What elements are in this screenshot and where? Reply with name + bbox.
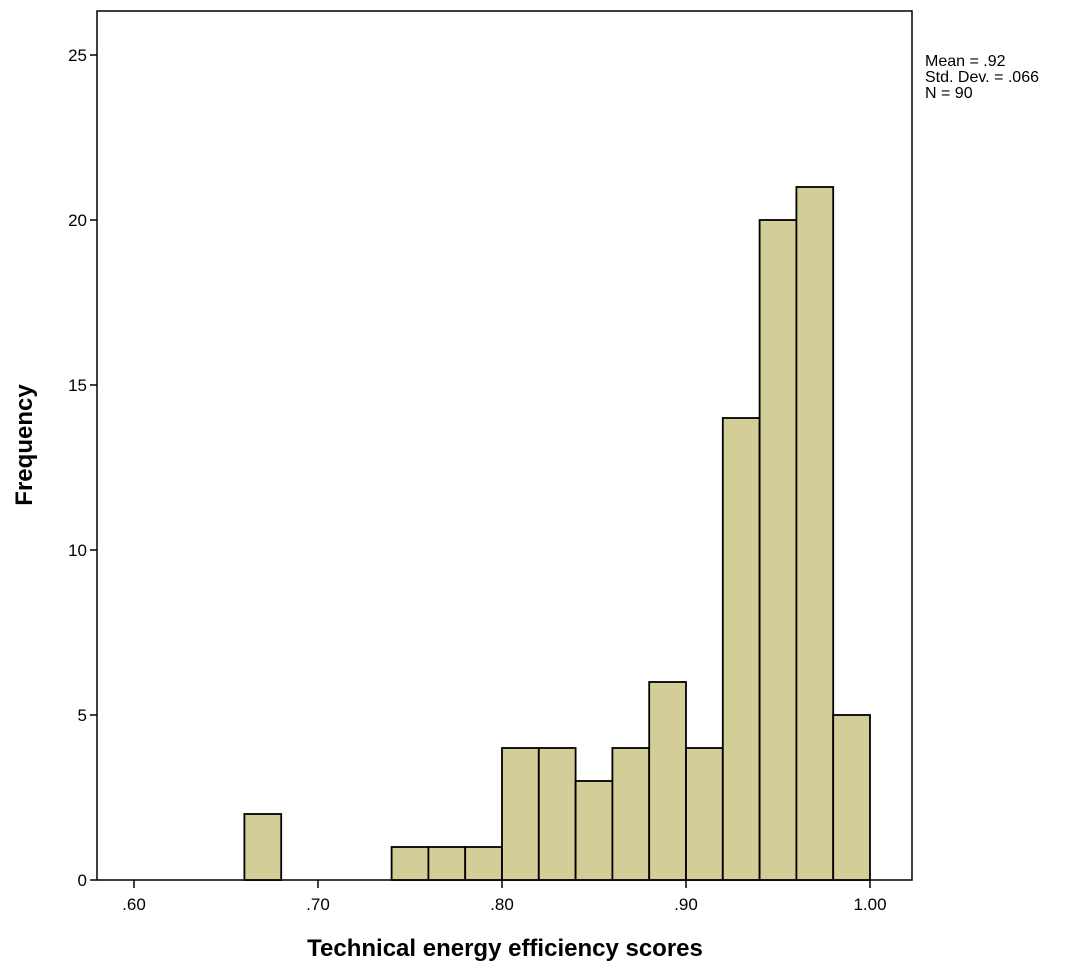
std-dev-stat: Std. Dev. = .066: [925, 69, 1039, 86]
y-tick-label: 5: [78, 706, 87, 725]
x-tick-label: .70: [306, 895, 330, 914]
y-tick-label: 25: [68, 46, 87, 65]
histogram-bar: [390, 846, 430, 881]
mean-stat: Mean = .92: [925, 53, 1006, 70]
statistics-box: Mean = .92 Std. Dev. = .066 N = 90: [925, 54, 1039, 102]
x-tick-label: 1.00: [853, 895, 886, 914]
histogram-bar: [611, 747, 651, 881]
histogram-bar: [243, 813, 283, 881]
x-tick-label: .90: [674, 895, 698, 914]
histogram-bars: [243, 186, 871, 881]
y-tick-label: 10: [68, 541, 87, 560]
histogram-bar: [464, 846, 503, 881]
y-axis: 0 5 10 15 20 25: [68, 46, 97, 890]
histogram-bar: [832, 714, 871, 881]
y-axis-title: Frequency: [11, 384, 38, 506]
y-tick-label: 20: [68, 211, 87, 230]
histogram-bar: [501, 747, 540, 881]
histogram-bar: [685, 747, 724, 881]
histogram-bar: [758, 219, 798, 881]
histogram-bar: [537, 747, 577, 881]
histogram-bar: [427, 846, 467, 881]
x-axis-title: Technical energy efficiency scores: [307, 935, 703, 962]
y-tick-label: 0: [78, 871, 87, 890]
histogram-bar: [721, 417, 761, 881]
n-stat: N = 90: [925, 85, 973, 102]
x-axis: .60 .70 .80 .90 1.00: [122, 880, 887, 914]
histogram-bar: [795, 186, 835, 881]
x-tick-label: .60: [122, 895, 146, 914]
x-tick-label: .80: [490, 895, 514, 914]
histogram-bar: [648, 681, 687, 881]
y-tick-label: 15: [68, 376, 87, 395]
histogram-bar: [574, 780, 614, 881]
